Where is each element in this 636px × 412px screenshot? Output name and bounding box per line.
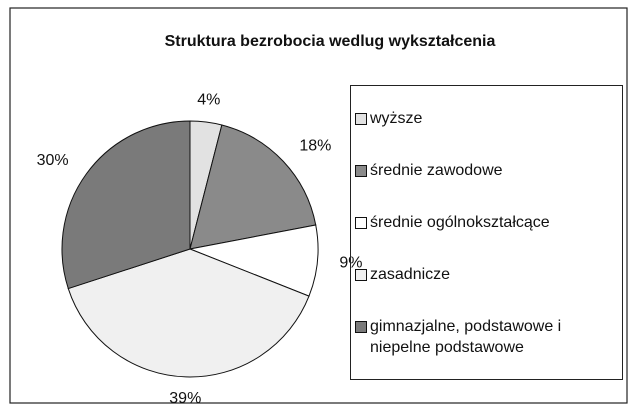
legend-label: średnie zawodowe xyxy=(370,161,503,179)
legend-item: średnie zawodowe xyxy=(355,160,618,181)
legend-label: średnie ogólnokształcące xyxy=(370,213,550,231)
data-label: 39% xyxy=(169,390,201,407)
legend: wyższe średnie zawodowe średnie ogólnokszt… xyxy=(350,85,623,380)
data-label: 18% xyxy=(299,138,331,155)
legend-swatch xyxy=(355,320,367,333)
pie-slice xyxy=(189,124,317,250)
data-label: 4% xyxy=(197,91,220,108)
legend-swatch xyxy=(355,164,367,177)
pie-slice xyxy=(67,248,310,378)
legend-label: zasadnicze xyxy=(370,265,451,283)
legend-item: wyższe xyxy=(355,108,618,129)
legend-swatch xyxy=(355,112,367,125)
legend-swatch xyxy=(355,268,367,281)
chart-title: Struktura bezrobocia wedlug wykształceni… xyxy=(165,33,496,50)
legend-label: gimnazjalne, podstawowe i niepelne podst… xyxy=(370,317,562,356)
chart-border xyxy=(9,7,628,404)
pie-slice xyxy=(61,120,191,290)
data-label: 30% xyxy=(37,152,69,169)
legend-swatch xyxy=(355,216,367,229)
legend-label: wyższe xyxy=(370,109,423,127)
legend-item: zasadnicze xyxy=(355,264,618,285)
legend-item: gimnazjalne, podstawowe i niepelne podst… xyxy=(355,316,618,358)
legend-item: średnie ogólnokształcące xyxy=(355,212,618,233)
